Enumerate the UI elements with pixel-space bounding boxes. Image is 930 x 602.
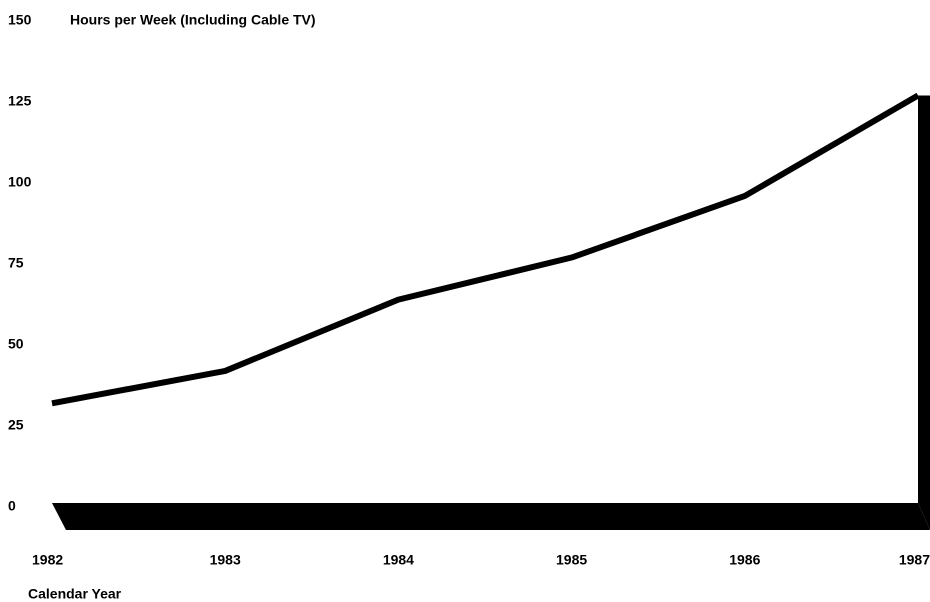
- x-axis-label: Calendar Year: [28, 586, 122, 602]
- y-tick-label: 50: [8, 336, 24, 352]
- x-tick-label: 1982: [32, 552, 63, 568]
- x-tick-label: 1987: [899, 552, 930, 568]
- y-tick-label: 25: [8, 417, 24, 433]
- y-tick-label: 100: [8, 174, 32, 190]
- depth-side: [918, 95, 930, 531]
- y-tick-label: 150: [8, 12, 32, 28]
- base-slab: [52, 503, 930, 530]
- x-tick-label: 1983: [210, 552, 241, 568]
- y-tick-label: 75: [8, 255, 24, 271]
- y-tick-label: 0: [8, 498, 16, 514]
- x-tick-label: 1984: [383, 552, 414, 568]
- line: [51, 92, 920, 407]
- x-tick-label: 1986: [729, 552, 760, 568]
- x-tick-label: 1985: [556, 552, 587, 568]
- chart-title: Hours per Week (Including Cable TV): [70, 12, 316, 28]
- y-tick-label: 125: [8, 93, 32, 109]
